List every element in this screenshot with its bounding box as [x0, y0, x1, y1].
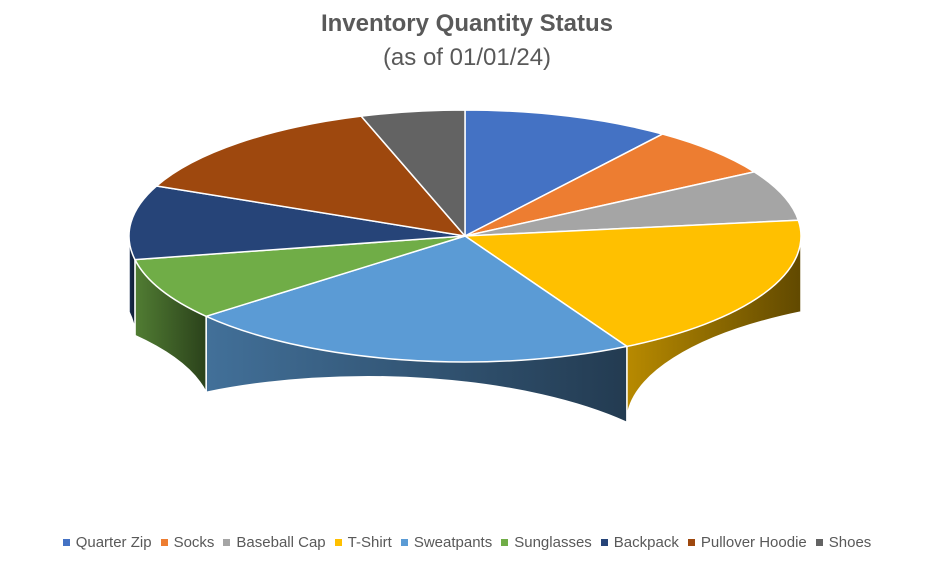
legend-label: Sweatpants: [413, 534, 493, 551]
legend-label: Quarter Zip: [75, 534, 152, 551]
legend-label: Shoes: [828, 534, 872, 551]
pie-slices: [128, 109, 802, 363]
legend-item-socks: Socks: [160, 534, 215, 551]
pie-chart: [128, 109, 802, 424]
legend-label: T-Shirt: [347, 534, 392, 551]
legend-label: Baseball Cap: [236, 534, 326, 551]
legend-swatch: [223, 539, 231, 546]
pie-slice-backpack: [128, 185, 466, 261]
legend-swatch: [62, 539, 70, 546]
legend-item-shoes: Shoes: [815, 534, 872, 551]
legend-item-sunglasses: Sunglasses: [501, 534, 592, 551]
legend-swatch: [334, 539, 342, 546]
legend-label: Sunglasses: [514, 534, 592, 551]
pie-slice-pullover-hoodie: [155, 115, 466, 237]
pie-slice-shoes: [360, 109, 466, 237]
legend-item-pullover-hoodie: Pullover Hoodie: [687, 534, 807, 551]
legend-swatch: [687, 539, 695, 546]
legend-label: Backpack: [613, 534, 679, 551]
legend-swatch: [501, 539, 509, 546]
pie-slice-sunglasses: [134, 235, 466, 318]
legend-label: Socks: [173, 534, 215, 551]
chart-title: Inventory Quantity Status: [320, 10, 614, 37]
legend-swatch: [600, 539, 608, 546]
legend-item-backpack: Backpack: [600, 534, 679, 551]
legend-item-t-shirt: T-Shirt: [334, 534, 392, 551]
legend-item-quarter-zip: Quarter Zip: [62, 534, 152, 551]
legend-item-baseball-cap: Baseball Cap: [223, 534, 326, 551]
legend-swatch: [815, 539, 823, 546]
pie-slice-t-shirt: [464, 219, 802, 348]
pie-slice-sweatpants: [205, 235, 628, 363]
legend-label: Pullover Hoodie: [700, 534, 807, 551]
legend-swatch: [160, 539, 168, 546]
legend-item-sweatpants: Sweatpants: [400, 534, 493, 551]
pie-slice-quarter-zip: [464, 109, 664, 237]
pie-slice-baseball-cap: [464, 171, 800, 237]
pie-slice-socks: [464, 133, 755, 237]
legend-swatch: [400, 539, 408, 546]
chart-subtitle: (as of 01/01/24): [382, 44, 552, 71]
chart-legend: Quarter Zip Socks Baseball Cap T-Shirt Sweat…: [0, 534, 934, 551]
